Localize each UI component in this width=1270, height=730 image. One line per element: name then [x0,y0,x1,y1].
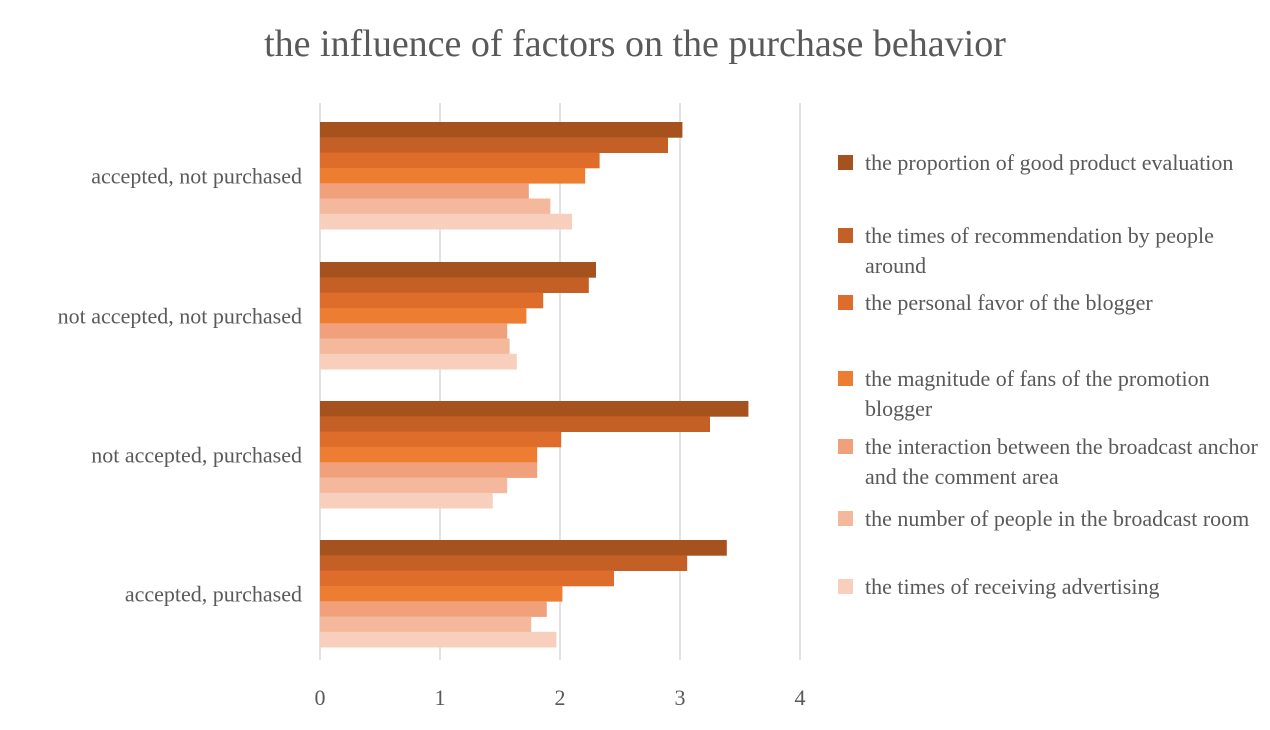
legend-label: the times of receiving advertising [865,574,1160,599]
legend-swatch [838,511,853,526]
bar [320,446,538,463]
bar [320,431,562,448]
bar [320,462,538,478]
bar [320,477,508,494]
legend-label: the proportion of good product evaluatio… [865,150,1234,175]
bar [320,307,527,324]
bar [320,416,710,432]
bar [320,616,532,633]
bar [320,137,668,153]
bar [320,292,544,309]
category-labels: accepted, not purchased not accepted, not… [58,164,302,607]
bar [320,167,586,184]
legend-swatch [838,371,853,386]
bar [320,570,614,587]
legend-swatch [838,295,853,310]
x-tick-label: 1 [435,685,446,710]
bar [320,631,557,648]
bar [320,277,589,293]
bar [320,122,683,138]
legend-swatch [838,439,853,454]
legend-swatch [838,228,853,243]
bar [320,492,493,509]
bar [320,353,517,370]
bar [320,338,510,355]
legend-label: the times of recommendation by people ar… [865,223,1214,278]
legend-label: the personal favor of the blogger [865,290,1153,315]
bar [320,401,749,417]
x-tick-label: 3 [675,685,686,710]
x-tick-label: 0 [315,685,326,710]
category-label: accepted, purchased [125,582,302,607]
category-label: not accepted, purchased [91,443,302,468]
bar [320,540,727,556]
bar [320,555,688,571]
legend-label: the number of people in the broadcast ro… [865,506,1250,531]
legend-swatch [838,579,853,594]
bar [320,585,563,602]
bars [320,122,749,648]
x-tick-label: 4 [795,685,806,710]
category-label: accepted, not purchased [91,164,302,189]
x-tick-label: 2 [555,685,566,710]
legend-label: the interaction between the broadcast an… [865,434,1258,489]
category-label: not accepted, not purchased [58,304,302,329]
legend-swatch [838,155,853,170]
bar [320,183,529,199]
bar [320,262,596,278]
x-axis-tick-labels: 0 1 2 3 4 [315,685,806,710]
bar [320,323,508,339]
bar [320,213,572,230]
bar [320,152,600,169]
bar [320,601,547,617]
bar [320,198,551,215]
legend-label: the magnitude of fans of the promotion b… [865,366,1210,421]
chart-title: the influence of factors on the purchase… [264,23,1006,65]
